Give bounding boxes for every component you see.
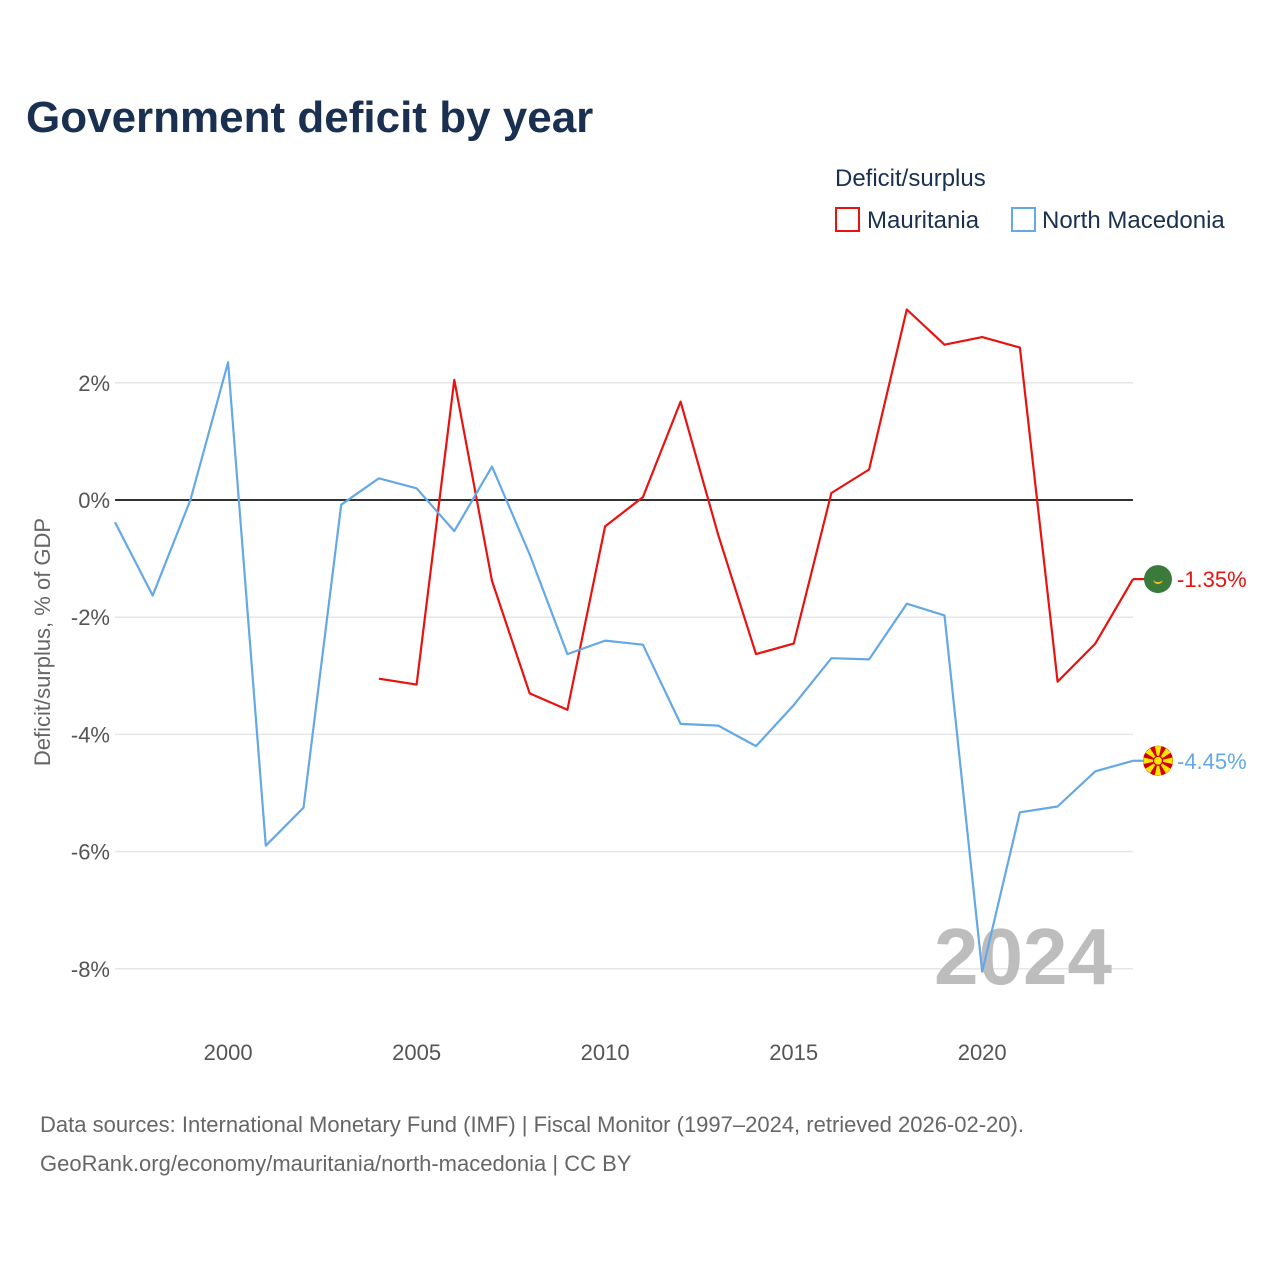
y-tick-label: -8% — [71, 957, 110, 982]
end-label-mauritania: -1.35% — [1177, 567, 1247, 592]
y-axis-ticks: 2% 0% -2% -4% -6% -8% — [71, 371, 110, 982]
y-tick-label: 2% — [78, 371, 110, 396]
x-tick-label: 2010 — [581, 1040, 630, 1065]
y-tick-label: -6% — [71, 840, 110, 865]
y-tick-label: 0% — [78, 488, 110, 513]
y-tick-label: -2% — [71, 605, 110, 630]
x-tick-label: 2005 — [392, 1040, 441, 1065]
y-tick-label: -4% — [71, 722, 110, 747]
legend-label-mauritania[interactable]: Mauritania — [867, 207, 980, 234]
end-label-north-macedonia: -4.45% — [1177, 749, 1247, 774]
series-lines — [114, 308, 1145, 973]
source-line-2: GeoRank.org/economy/mauritania/north-mac… — [40, 1151, 632, 1176]
legend-swatch-north-macedonia[interactable] — [1011, 207, 1036, 232]
x-axis-ticks: 2000 2005 2010 2015 2020 — [204, 1040, 1007, 1065]
mauritania-flag-icon — [1144, 565, 1172, 594]
legend: Mauritania North Macedonia — [835, 207, 1225, 234]
x-tick-label: 2020 — [958, 1040, 1007, 1065]
series-line-north-macedonia[interactable] — [114, 361, 1134, 973]
y-axis-label: Deficit/surplus, % of GDP — [30, 518, 55, 766]
chart-title: Government deficit by year — [26, 93, 593, 142]
gridlines — [115, 382, 1133, 970]
source-line-1: Data sources: International Monetary Fun… — [40, 1112, 1024, 1137]
year-watermark: 2024 — [934, 912, 1112, 1001]
north-macedonia-flag-icon — [1143, 745, 1173, 776]
legend-label-north-macedonia[interactable]: North Macedonia — [1042, 207, 1225, 234]
x-tick-label: 2000 — [204, 1040, 253, 1065]
legend-title: Deficit/surplus — [835, 165, 986, 192]
x-tick-label: 2015 — [769, 1040, 818, 1065]
series-line-mauritania[interactable] — [378, 308, 1134, 711]
legend-swatch-mauritania[interactable] — [835, 207, 860, 232]
